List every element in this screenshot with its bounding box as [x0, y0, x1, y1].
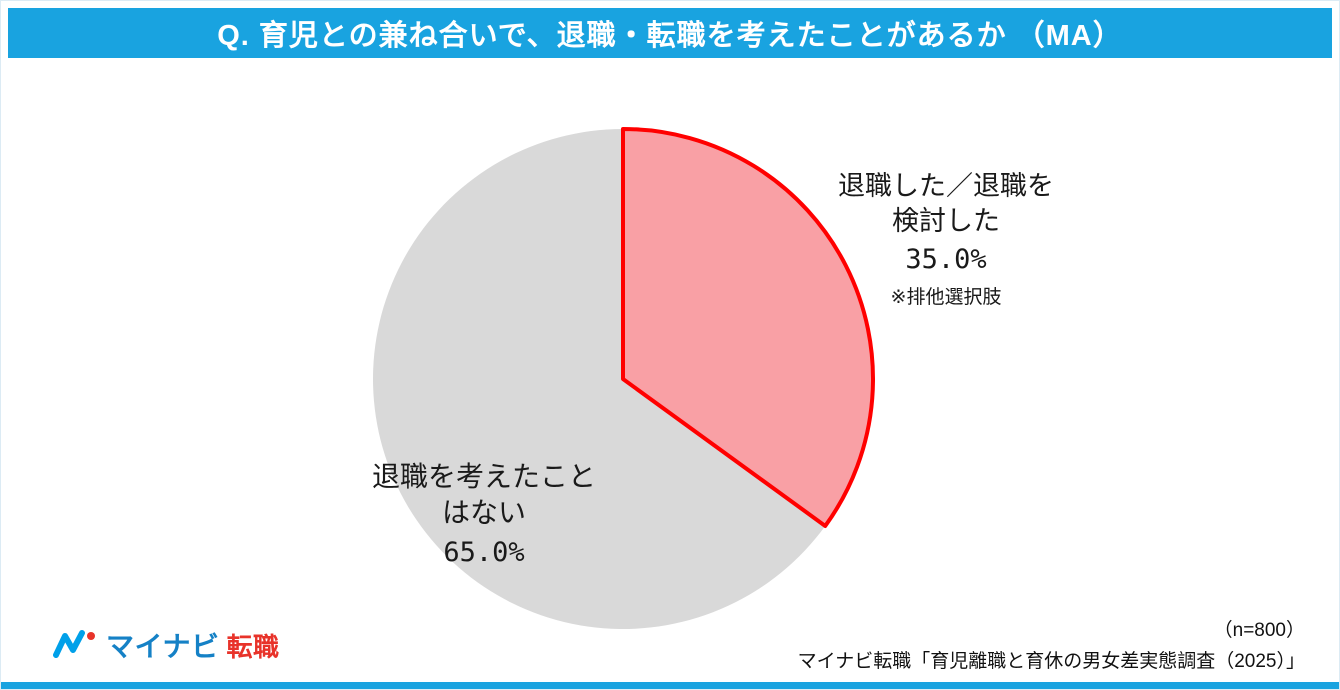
- pie-slice-1: [372, 129, 826, 629]
- source-text: マイナビ転職「育児離職と育休の男女差実態調査（2025）」: [797, 650, 1305, 672]
- slice-quit-line2: 検討した: [892, 206, 1000, 237]
- mynavi-logo-text: マイナビ: [106, 631, 220, 662]
- pie-chart: [372, 127, 875, 629]
- slice-no-quit-value: 65.0%: [443, 536, 525, 568]
- pie-chart-area: [368, 124, 878, 634]
- slice-no-quit-line2: はない: [441, 497, 526, 529]
- mynavi-logo-icon: [53, 630, 95, 658]
- pie-slice-0: [621, 127, 875, 528]
- question-title: Q. 育児との兼ね合いで、退職・転職を考えたことがあるか （MA）: [217, 20, 1123, 52]
- slice-no-quit-line1: 退職を考えたこと: [371, 461, 596, 492]
- mynavi-logo-badge: 転職: [226, 631, 280, 662]
- sample-size: （n=800）: [1213, 620, 1305, 642]
- slice-label-quit: 退職した／退職を 検討した 35.0% ※排他選択肢: [781, 169, 1111, 311]
- source-block: （n=800） マイナビ転職「育児離職と育休の男女差実態調査（2025）」: [798, 616, 1305, 677]
- slice-quit-note: ※排他選択肢: [890, 287, 1002, 309]
- mynavi-logo: マイナビ 転職: [53, 625, 279, 665]
- slice-label-no-quit: 退職を考えたこと はない 65.0%: [319, 459, 649, 570]
- slice-quit-value: 35.0%: [905, 244, 987, 276]
- footer-bar: [1, 682, 1339, 689]
- question-header: Q. 育児との兼ね合いで、退職・転職を考えたことがあるか （MA）: [8, 8, 1332, 58]
- slice-quit-line1: 退職した／退職を: [838, 171, 1054, 201]
